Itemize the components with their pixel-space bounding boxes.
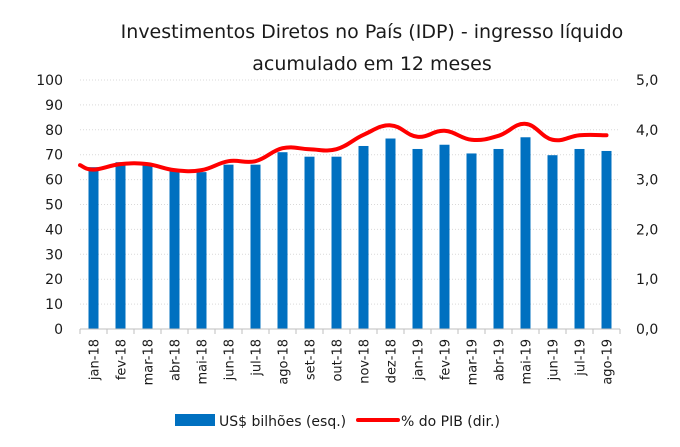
x-tick-label: ago-18 (277, 339, 292, 385)
x-tick-label: jan-19 (412, 339, 427, 381)
bar (331, 156, 342, 329)
x-tick-label: jun-19 (547, 339, 562, 381)
bar (358, 145, 369, 329)
y-left-tick-label: 50 (45, 198, 63, 214)
y-left-tick-label: 70 (45, 148, 63, 164)
x-tick-label: fev-19 (439, 339, 454, 380)
y-right-tick-label: 2,0 (636, 222, 658, 238)
x-tick-label: mai-18 (196, 339, 211, 384)
y-axis-right: 0,0 1,0 2,0 3,0 4,0 5,0 (636, 73, 658, 338)
x-tick-label: abr-19 (493, 339, 508, 381)
bar (169, 170, 180, 329)
bar (223, 164, 234, 329)
bar (304, 156, 315, 329)
chart-subtitle: acumulado em 12 meses (252, 53, 491, 75)
gridlines (80, 79, 620, 305)
y-left-tick-label: 80 (45, 123, 63, 139)
bar (466, 153, 477, 329)
x-tick-label: mar-19 (466, 339, 481, 385)
chart-title: Investimentos Diretos no País (IDP) - in… (121, 21, 624, 43)
x-tick-label: abr-18 (169, 339, 184, 381)
x-tick-label: jun-18 (223, 339, 238, 381)
legend: US$ bilhões (esq.) % do PIB (dir.) (175, 414, 500, 430)
y-left-tick-label: 10 (45, 297, 63, 313)
bar (196, 172, 207, 329)
bar (142, 163, 153, 329)
bar (520, 137, 531, 329)
y-right-tick-label: 0,0 (636, 322, 658, 338)
bar (547, 155, 558, 329)
x-tick-label: set-18 (304, 339, 319, 380)
bar (439, 144, 450, 329)
bar (250, 164, 261, 329)
y-left-tick-label: 90 (45, 98, 63, 114)
legend-line-label: % do PIB (dir.) (401, 414, 500, 430)
line-series (78, 121, 609, 174)
y-right-tick-label: 3,0 (636, 173, 658, 189)
y-right-tick-label: 5,0 (636, 73, 658, 89)
bar (277, 152, 288, 329)
bar-series (88, 137, 612, 329)
x-tick-label: out-18 (331, 339, 346, 382)
x-tick-label: mai-19 (520, 339, 535, 384)
x-tick-label: nov-18 (358, 339, 373, 384)
bar (601, 150, 612, 329)
y-left-tick-label: 0 (54, 322, 63, 338)
y-left-tick-label: 60 (45, 173, 63, 189)
bar (88, 167, 99, 329)
y-left-tick-label: 100 (36, 73, 63, 89)
x-tick-label: dez-18 (385, 339, 400, 383)
y-right-tick-label: 1,0 (636, 272, 658, 288)
y-right-tick-label: 4,0 (636, 123, 658, 139)
x-tick-label: fev-18 (115, 339, 130, 380)
y-axis-left: 0 10 20 30 40 50 60 70 80 90 100 (36, 73, 63, 338)
bar (115, 162, 126, 329)
y-left-tick-label: 20 (45, 272, 63, 288)
y-left-tick-label: 30 (45, 247, 63, 263)
x-tick-label: mar-18 (142, 339, 157, 385)
legend-bar-swatch (175, 414, 215, 426)
bar (385, 138, 396, 329)
x-axis: jan-18 fev-18 mar-18 abr-18 mai-18 jun-18 jul-… (79, 328, 621, 385)
y-left-tick-label: 40 (45, 222, 63, 238)
legend-bar-label: US$ bilhões (esq.) (219, 414, 346, 430)
bar (493, 148, 504, 329)
x-tick-label: jul-19 (574, 339, 589, 377)
x-tick-label: jul-18 (250, 339, 265, 377)
x-tick-label: ago-19 (601, 339, 616, 385)
x-tick-label: jan-18 (88, 339, 103, 381)
bar (574, 148, 585, 329)
bar (412, 148, 423, 329)
